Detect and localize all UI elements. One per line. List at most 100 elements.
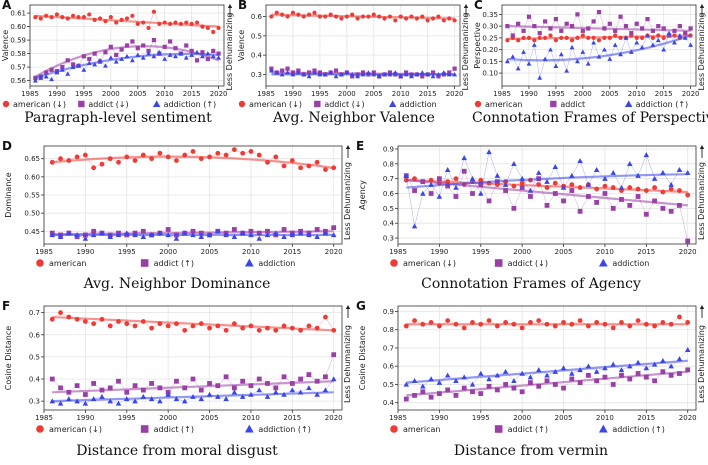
data-point	[452, 72, 458, 77]
data-point	[248, 391, 254, 397]
data-point	[328, 12, 333, 17]
data-point	[521, 49, 526, 54]
legend-marker-american	[390, 425, 398, 433]
x-tick-label: 2000	[574, 90, 592, 98]
data-point	[314, 159, 320, 165]
data-point	[114, 52, 119, 58]
data-point	[183, 55, 189, 60]
data-point	[684, 169, 691, 175]
data-point	[215, 323, 221, 329]
data-point	[577, 318, 583, 323]
data-point	[49, 67, 54, 72]
data-point	[436, 14, 441, 19]
data-point	[57, 233, 64, 239]
data-point	[66, 230, 72, 236]
x-tick-label: 2020	[679, 414, 697, 422]
data-point	[216, 55, 222, 60]
data-point	[619, 372, 624, 378]
y-tick-label: 0.4	[383, 399, 395, 407]
chart-e: 0.3 0.4 0.5 0.6 0.7 0.8 0.9 1985 1990 1995 2000 200…	[356, 139, 706, 268]
x-tick-label: 2020	[210, 90, 228, 98]
data-point	[486, 318, 492, 323]
data-point	[586, 26, 591, 31]
data-point	[486, 376, 492, 382]
data-point	[537, 35, 542, 40]
data-point	[205, 51, 211, 56]
x-tick-label: 1995	[311, 90, 329, 98]
panel-f: 0.3 0.4 0.5 0.6 0.7 1985 1990 1995 2000 2005 2010 2…	[0, 299, 354, 465]
data-point	[453, 194, 459, 199]
data-point	[553, 63, 559, 68]
data-point	[683, 31, 688, 36]
data-point	[280, 12, 285, 17]
data-point	[478, 370, 484, 376]
data-point	[148, 396, 155, 402]
data-point	[420, 14, 425, 19]
y-tick-label: 0.5	[251, 32, 262, 40]
data-point	[140, 233, 147, 239]
data-point	[668, 186, 674, 192]
data-point	[306, 385, 312, 391]
data-point	[559, 28, 564, 33]
data-point	[640, 35, 645, 40]
data-point	[627, 323, 633, 329]
data-point	[436, 72, 441, 77]
data-point	[184, 20, 189, 25]
y-tick-label: 0.6	[251, 13, 263, 21]
x-tick-label: 2000	[338, 90, 356, 98]
data-point	[268, 68, 274, 73]
data-point	[74, 398, 80, 404]
series-american	[403, 314, 691, 331]
data-point	[168, 21, 173, 26]
data-point	[635, 172, 641, 178]
data-point	[661, 35, 666, 40]
data-point	[420, 383, 426, 389]
data-point	[519, 185, 525, 190]
y-tick-label: 0.15	[482, 58, 498, 66]
data-point	[331, 225, 337, 231]
data-point	[344, 14, 349, 19]
series-addict	[49, 352, 337, 397]
data-point	[107, 398, 113, 404]
data-point	[256, 387, 262, 393]
data-point	[119, 47, 124, 52]
data-point	[323, 374, 328, 380]
data-point	[81, 15, 86, 20]
data-point	[559, 35, 564, 40]
data-point	[333, 73, 339, 79]
data-point	[279, 72, 285, 77]
panel-letter: B	[238, 0, 247, 12]
series-addiction	[403, 347, 691, 389]
data-point	[676, 356, 683, 362]
data-point	[403, 72, 409, 77]
data-point	[344, 70, 350, 75]
data-point	[613, 33, 618, 38]
data-point	[552, 191, 558, 196]
data-point	[536, 318, 542, 323]
data-point	[65, 16, 70, 21]
data-point	[181, 230, 188, 236]
data-point	[323, 314, 328, 320]
x-tick-label: 2010	[596, 414, 614, 422]
trend-line	[406, 370, 688, 397]
panel-letter: F	[2, 299, 10, 313]
legend-marker-american	[474, 100, 482, 108]
data-point	[511, 161, 517, 167]
legend-marker-addiction	[624, 100, 633, 107]
data-point	[535, 169, 542, 175]
data-point	[561, 385, 566, 391]
data-point	[215, 393, 221, 399]
data-point	[560, 184, 567, 190]
legend-marker-american	[390, 259, 398, 267]
data-point	[526, 14, 532, 19]
data-point	[643, 374, 649, 380]
data-point	[526, 61, 532, 66]
plot-frame	[29, 4, 225, 87]
data-point	[132, 158, 138, 163]
x-tick-label: 2010	[392, 90, 410, 98]
data-point	[181, 398, 188, 404]
data-point	[453, 393, 459, 398]
y-tick-label: 0.6	[383, 363, 395, 371]
data-point	[184, 43, 189, 48]
data-point	[281, 233, 287, 239]
